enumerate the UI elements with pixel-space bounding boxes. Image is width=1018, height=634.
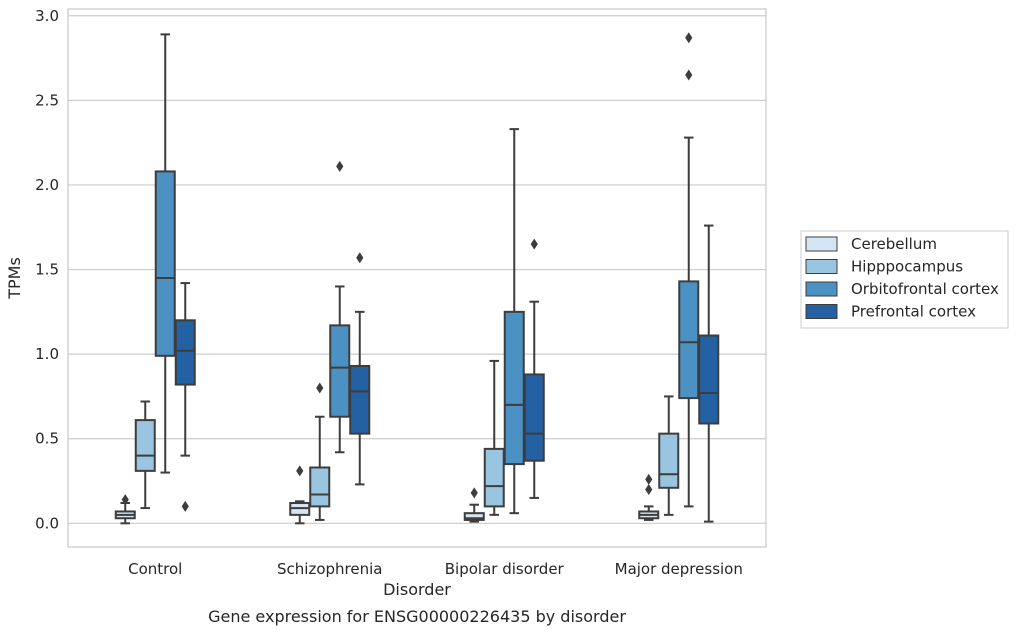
box-bipolar-disorder-prefrontal-cortex — [523, 238, 545, 499]
box-control-hipppocampus — [134, 400, 156, 510]
outlier-point — [316, 382, 324, 394]
box-major-depression-prefrontal-cortex — [698, 224, 720, 523]
box-schizophrenia-hipppocampus — [309, 382, 331, 521]
plot-frame — [67, 8, 767, 548]
x-tick-label: Control — [128, 560, 182, 578]
y-tick-label: 1.0 — [35, 345, 59, 363]
x-axis-title: Disorder — [383, 580, 451, 599]
legend: Cerebellum Hipppocampus Orbitofrontal cort… — [800, 230, 1009, 329]
outlier-point — [685, 69, 693, 81]
outlier-point — [336, 160, 344, 172]
y-tick-label: 2.0 — [35, 176, 59, 194]
box-iqr — [349, 364, 371, 435]
box-iqr — [658, 432, 680, 489]
outlier-point — [470, 487, 478, 499]
outlier-point — [645, 483, 653, 495]
legend-label: Prefrontal cortex — [851, 303, 976, 321]
box-control-cerebellum — [114, 494, 136, 525]
chart-caption: Gene expression for ENSG00000226435 by d… — [208, 607, 626, 626]
box-iqr — [134, 419, 156, 472]
legend-swatch — [805, 304, 838, 319]
outlier-point — [645, 473, 653, 485]
box-major-depression-orbitofrontal-cortex — [678, 32, 700, 508]
y-tick-label: 2.5 — [35, 91, 59, 109]
box-major-depression-cerebellum — [638, 473, 660, 521]
box-bipolar-disorder-hipppocampus — [483, 359, 505, 516]
box-iqr — [463, 512, 485, 521]
box-iqr — [678, 280, 700, 400]
y-tick-label: 0.0 — [35, 514, 59, 532]
x-tick-labels: Control Schizophrenia Bipolar disorder Majo… — [128, 560, 743, 578]
box-schizophrenia-cerebellum — [289, 465, 311, 525]
outlier-point — [121, 494, 129, 506]
x-tick-label: Bipolar disorder — [445, 560, 565, 578]
box-iqr — [523, 373, 545, 462]
box-bipolar-disorder-cerebellum — [463, 487, 485, 523]
legend-label: Hipppocampus — [851, 258, 963, 276]
box-control-prefrontal-cortex — [174, 282, 196, 512]
outlier-point — [296, 465, 304, 477]
y-tick-label: 0.5 — [35, 430, 59, 448]
x-tick-label: Schizophrenia — [277, 560, 382, 578]
box-iqr — [154, 170, 176, 357]
box-iqr — [174, 319, 196, 386]
y-tick-labels: 0.0 0.5 1.0 1.5 2.0 2.5 3.0 — [35, 7, 59, 533]
box-plots — [114, 32, 720, 525]
legend-label: Orbitofrontal cortex — [851, 280, 999, 298]
box-iqr — [329, 324, 351, 418]
box-schizophrenia-orbitofrontal-cortex — [329, 160, 351, 454]
outlier-point — [356, 252, 364, 264]
x-tick-label: Major depression — [615, 560, 743, 578]
box-bipolar-disorder-orbitofrontal-cortex — [503, 128, 525, 515]
box-iqr — [483, 447, 505, 508]
legend-swatch — [805, 281, 838, 297]
outlier-point — [181, 500, 189, 512]
box-iqr — [309, 466, 331, 508]
y-axis-title: TPMs — [5, 257, 24, 300]
box-iqr — [698, 334, 720, 425]
box-control-orbitofrontal-cortex — [154, 33, 176, 474]
legend-swatch — [805, 236, 838, 252]
legend-label: Cerebellum — [851, 235, 937, 253]
box-major-depression-hipppocampus — [658, 395, 680, 516]
outlier-point — [685, 32, 693, 44]
outlier-point — [530, 238, 538, 250]
y-tick-label: 3.0 — [35, 7, 59, 25]
box-iqr — [503, 310, 525, 466]
box-schizophrenia-prefrontal-cortex — [349, 252, 371, 486]
legend-swatch — [805, 259, 838, 274]
y-tick-label: 1.5 — [35, 261, 59, 279]
